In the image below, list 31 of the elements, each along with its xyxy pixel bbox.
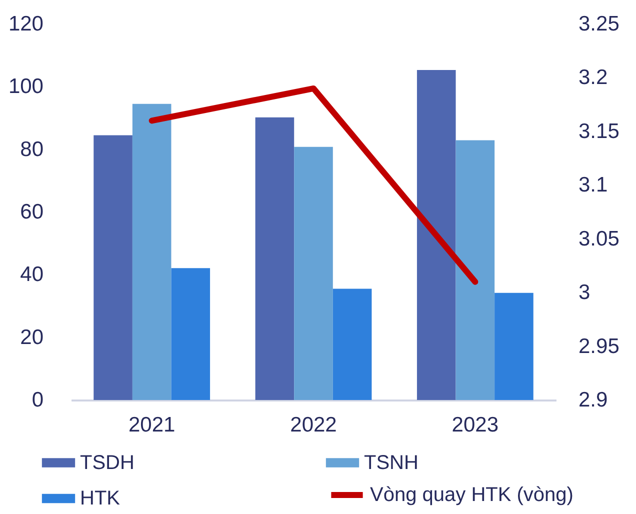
y2-tick-label: 3 — [578, 281, 590, 304]
x-tick-label: 2022 — [290, 414, 337, 436]
y2-tick-label: 2.95 — [578, 334, 620, 358]
y-tick-label: 60 — [20, 200, 44, 224]
y-tick-label: 100 — [8, 75, 44, 98]
legend-label: HTK — [80, 488, 121, 510]
bar — [171, 268, 210, 400]
y-tick-label: 0 — [32, 388, 44, 412]
bar — [94, 135, 132, 400]
bar — [456, 140, 495, 400]
bar — [494, 292, 534, 400]
y2-tick-label: 3.2 — [578, 66, 608, 90]
y2-tick-label: 2.9 — [578, 388, 608, 412]
y-tick-label: 80 — [20, 138, 44, 161]
legend-label: TSDH — [80, 452, 134, 474]
bar — [255, 117, 294, 400]
legend-label: Vòng quay HTK (vòng) — [370, 484, 574, 506]
y-tick-label: 40 — [20, 263, 44, 286]
y2-tick-label: 3.15 — [578, 120, 620, 143]
y-tick-label: 20 — [20, 326, 44, 349]
y2-tick-label: 3.05 — [578, 227, 620, 250]
bar — [294, 146, 333, 400]
bar — [332, 288, 372, 400]
y2-tick-label: 3.25 — [578, 12, 620, 36]
x-tick-label: 2021 — [128, 414, 176, 436]
x-tick-label: 2023 — [452, 414, 499, 436]
y-tick-label: 120 — [8, 12, 44, 36]
bar — [132, 104, 172, 400]
y2-tick-label: 3.1 — [578, 174, 608, 197]
legend-label: TSNH — [364, 452, 418, 474]
bar — [416, 70, 456, 400]
